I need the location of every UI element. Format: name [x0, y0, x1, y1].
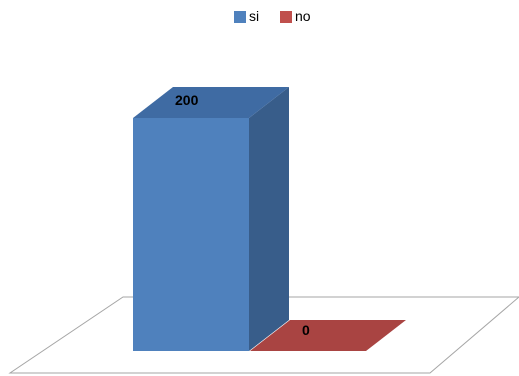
legend-label-no: no: [295, 8, 311, 24]
legend: si no: [234, 8, 311, 24]
legend-label-si: si: [249, 8, 259, 24]
legend-swatch-si: [234, 11, 246, 23]
bar-si-side: [249, 87, 289, 351]
bar-no-top: [250, 320, 406, 351]
bar-si-top: [133, 87, 289, 118]
bars-group: [133, 87, 406, 351]
data-label-no: 0: [302, 322, 310, 338]
data-label-si: 200: [175, 92, 199, 108]
bar-si-front: [133, 118, 249, 351]
legend-swatch-no: [280, 11, 292, 23]
